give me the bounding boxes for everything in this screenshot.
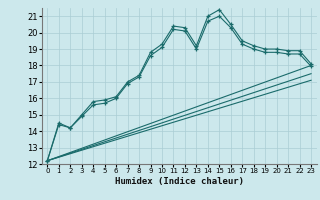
X-axis label: Humidex (Indice chaleur): Humidex (Indice chaleur) — [115, 177, 244, 186]
